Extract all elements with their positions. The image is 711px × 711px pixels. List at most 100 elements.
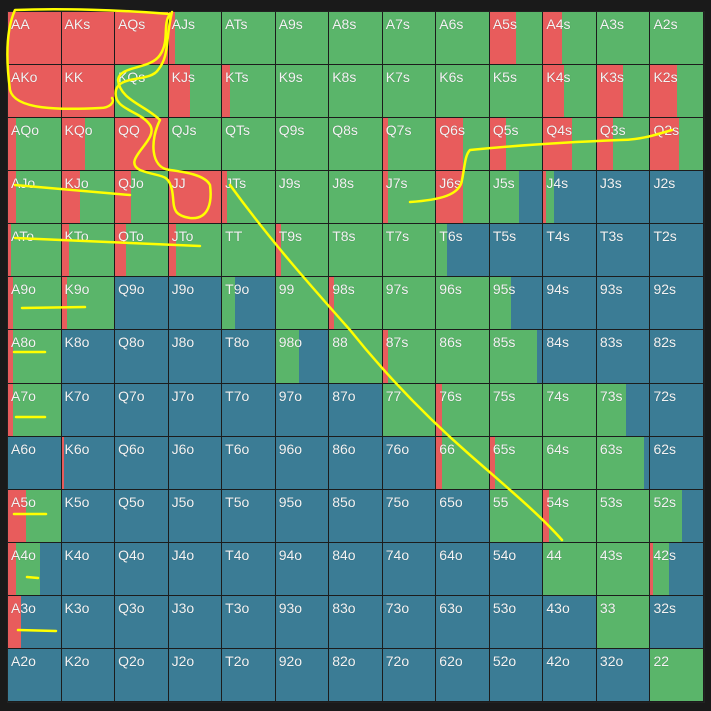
hand-cell-32s[interactable]: 32s [650,595,704,649]
hand-cell-j2o[interactable]: J2o [168,648,223,702]
hand-cell-98s[interactable]: 98s [329,277,383,331]
hand-cell-a3s[interactable]: A3s [596,12,651,66]
hand-cell-a2o[interactable]: A2o [8,648,62,702]
hand-cell-55[interactable]: 55 [489,489,544,543]
hand-cell-92s[interactable]: 92s [650,277,704,331]
hand-cell-a4s[interactable]: A4s [543,12,597,66]
hand-cell-95s[interactable]: 95s [489,277,544,331]
hand-cell-93s[interactable]: 93s [596,277,651,331]
hand-cell-84o[interactable]: 84o [329,542,383,596]
hand-cell-j9o[interactable]: J9o [168,277,223,331]
hand-cell-j8o[interactable]: J8o [168,330,223,384]
hand-cell-ats[interactable]: ATs [222,12,276,66]
hand-cell-t2o[interactable]: T2o [222,648,276,702]
hand-cell-94o[interactable]: 94o [275,542,330,596]
hand-cell-96o[interactable]: 96o [275,436,330,490]
hand-cell-j3s[interactable]: J3s [596,171,651,225]
hand-cell-t4s[interactable]: T4s [543,224,597,278]
hand-cell-a9o[interactable]: A9o [8,277,62,331]
hand-cell-q2s[interactable]: Q2s [650,118,704,172]
hand-cell-73o[interactable]: 73o [382,595,437,649]
hand-cell-q8s[interactable]: Q8s [329,118,383,172]
hand-cell-t8s[interactable]: T8s [329,224,383,278]
hand-cell-33[interactable]: 33 [596,595,651,649]
hand-cell-43s[interactable]: 43s [596,542,651,596]
hand-cell-q7o[interactable]: Q7o [115,383,169,437]
hand-cell-a7o[interactable]: A7o [8,383,62,437]
hand-cell-72o[interactable]: 72o [382,648,437,702]
hand-cell-k9o[interactable]: K9o [61,277,116,331]
hand-cell-a6s[interactable]: A6s [436,12,490,66]
hand-cell-t7s[interactable]: T7s [382,224,437,278]
hand-cell-74s[interactable]: 74s [543,383,597,437]
hand-cell-62s[interactable]: 62s [650,436,704,490]
hand-cell-q3s[interactable]: Q3s [596,118,651,172]
hand-cell-93o[interactable]: 93o [275,595,330,649]
hand-cell-64o[interactable]: 64o [436,542,490,596]
hand-cell-53o[interactable]: 53o [489,595,544,649]
hand-cell-aks[interactable]: AKs [61,12,116,66]
hand-cell-k3s[interactable]: K3s [596,65,651,119]
hand-cell-22[interactable]: 22 [650,648,704,702]
hand-cell-85s[interactable]: 85s [489,330,544,384]
hand-cell-82s[interactable]: 82s [650,330,704,384]
hand-cell-jto[interactable]: JTo [168,224,223,278]
hand-cell-87s[interactable]: 87s [382,330,437,384]
hand-cell-jts[interactable]: JTs [222,171,276,225]
hand-cell-kk[interactable]: KK [61,65,116,119]
hand-cell-42o[interactable]: 42o [543,648,597,702]
hand-cell-74o[interactable]: 74o [382,542,437,596]
hand-cell-97s[interactable]: 97s [382,277,437,331]
hand-cell-t5o[interactable]: T5o [222,489,276,543]
hand-cell-kts[interactable]: KTs [222,65,276,119]
hand-cell-85o[interactable]: 85o [329,489,383,543]
hand-cell-k6o[interactable]: K6o [61,436,116,490]
hand-cell-99[interactable]: 99 [275,277,330,331]
hand-cell-t4o[interactable]: T4o [222,542,276,596]
hand-cell-q8o[interactable]: Q8o [115,330,169,384]
hand-cell-t3o[interactable]: T3o [222,595,276,649]
hand-cell-a7s[interactable]: A7s [382,12,437,66]
hand-cell-aa[interactable]: AA [8,12,62,66]
hand-cell-j7o[interactable]: J7o [168,383,223,437]
hand-cell-42s[interactable]: 42s [650,542,704,596]
hand-cell-82o[interactable]: 82o [329,648,383,702]
hand-cell-43o[interactable]: 43o [543,595,597,649]
hand-cell-qjs[interactable]: QJs [168,118,223,172]
hand-cell-88[interactable]: 88 [329,330,383,384]
hand-cell-a8o[interactable]: A8o [8,330,62,384]
hand-cell-83o[interactable]: 83o [329,595,383,649]
hand-cell-64s[interactable]: 64s [543,436,597,490]
hand-cell-tt[interactable]: TT [222,224,276,278]
hand-cell-k3o[interactable]: K3o [61,595,116,649]
hand-cell-j5s[interactable]: J5s [489,171,544,225]
hand-cell-j4o[interactable]: J4o [168,542,223,596]
hand-cell-75s[interactable]: 75s [489,383,544,437]
hand-cell-98o[interactable]: 98o [275,330,330,384]
hand-cell-qts[interactable]: QTs [222,118,276,172]
hand-cell-kjo[interactable]: KJo [61,171,116,225]
hand-cell-a6o[interactable]: A6o [8,436,62,490]
hand-cell-j5o[interactable]: J5o [168,489,223,543]
hand-cell-k5o[interactable]: K5o [61,489,116,543]
hand-cell-a5o[interactable]: A5o [8,489,62,543]
hand-cell-j9s[interactable]: J9s [275,171,330,225]
hand-cell-a3o[interactable]: A3o [8,595,62,649]
hand-cell-t3s[interactable]: T3s [596,224,651,278]
hand-cell-k2o[interactable]: K2o [61,648,116,702]
hand-cell-86o[interactable]: 86o [329,436,383,490]
hand-cell-a9s[interactable]: A9s [275,12,330,66]
hand-cell-j2s[interactable]: J2s [650,171,704,225]
hand-cell-ato[interactable]: ATo [8,224,62,278]
hand-cell-a5s[interactable]: A5s [489,12,544,66]
hand-cell-k7s[interactable]: K7s [382,65,437,119]
hand-cell-44[interactable]: 44 [543,542,597,596]
hand-cell-j3o[interactable]: J3o [168,595,223,649]
hand-cell-qjo[interactable]: QJo [115,171,169,225]
hand-cell-53s[interactable]: 53s [596,489,651,543]
hand-cell-32o[interactable]: 32o [596,648,651,702]
hand-cell-jj[interactable]: JJ [168,171,223,225]
hand-cell-52s[interactable]: 52s [650,489,704,543]
hand-cell-q9s[interactable]: Q9s [275,118,330,172]
hand-cell-t9o[interactable]: T9o [222,277,276,331]
